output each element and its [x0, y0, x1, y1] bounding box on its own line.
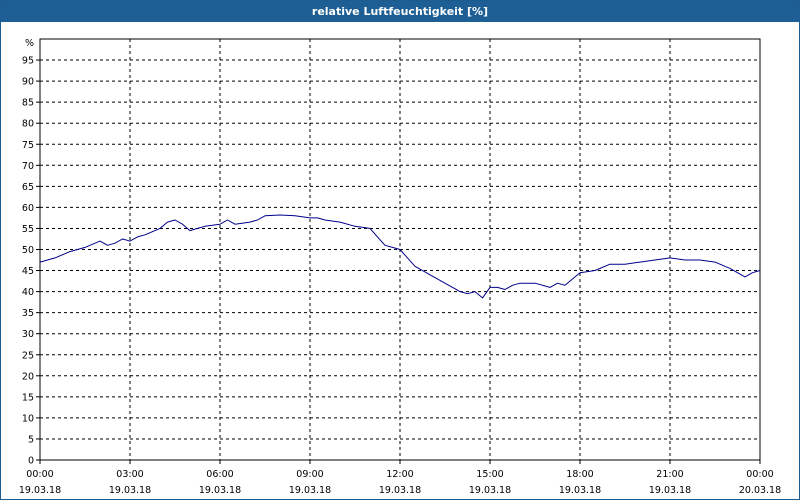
x-tick-time-label: 18:00 — [566, 469, 593, 480]
y-tick-label: 50 — [22, 245, 34, 256]
y-tick-label: 80 — [22, 119, 34, 130]
x-tick-date-label: 19.03.18 — [559, 485, 601, 496]
y-tick-label: 5 — [28, 434, 34, 445]
x-tick-time-label: 00:00 — [746, 469, 773, 480]
x-tick-time-label: 21:00 — [656, 469, 683, 480]
x-tick-date-label: 19.03.18 — [289, 485, 331, 496]
y-tick-label: 15 — [22, 392, 34, 403]
y-tick-label: 70 — [22, 161, 34, 172]
y-tick-label: 30 — [22, 329, 34, 340]
y-tick-label: 40 — [22, 287, 34, 298]
y-tick-label: 75 — [22, 140, 34, 151]
x-tick-date-label: 19.03.18 — [199, 485, 241, 496]
x-tick-date-label: 19.03.18 — [649, 485, 691, 496]
y-tick-label: 55 — [22, 224, 34, 235]
x-tick-date-label: 19.03.18 — [379, 485, 421, 496]
y-tick-label: 45 — [22, 266, 34, 277]
chart-title: relative Luftfeuchtigkeit [%] — [1, 1, 799, 22]
y-tick-label: 0 — [28, 456, 34, 467]
humidity-series-line — [39, 214, 761, 299]
x-tick-time-label: 06:00 — [206, 469, 233, 480]
x-tick-date-label: 19.03.18 — [109, 485, 151, 496]
y-tick-label: 65 — [22, 182, 34, 193]
x-tick-date-label: 19.03.18 — [469, 485, 511, 496]
x-tick-time-label: 09:00 — [296, 469, 323, 480]
y-tick-label: 85 — [22, 98, 34, 109]
y-tick-label: 35 — [22, 308, 34, 319]
x-tick-date-label: 19.03.18 — [19, 485, 61, 496]
y-tick-label: 60 — [22, 203, 34, 214]
x-tick-date-label: 20.03.18 — [739, 485, 781, 496]
x-tick-time-label: 12:00 — [386, 469, 413, 480]
x-tick-time-label: 00:00 — [26, 469, 53, 480]
y-tick-label: 25 — [22, 350, 34, 361]
x-tick-time-label: 15:00 — [476, 469, 503, 480]
y-tick-label: 20 — [22, 371, 34, 382]
y-axis-unit-label: % — [25, 38, 34, 49]
y-tick-label: 95 — [22, 56, 34, 67]
x-tick-time-label: 03:00 — [116, 469, 143, 480]
y-tick-label: 90 — [22, 77, 34, 88]
y-tick-label: 10 — [22, 413, 34, 424]
axes: % 0 5 10 15 20 25 30 35 40 45 50 55 60 65 70 75 80 85 90 95… — [19, 38, 781, 496]
series-layer — [39, 214, 761, 299]
